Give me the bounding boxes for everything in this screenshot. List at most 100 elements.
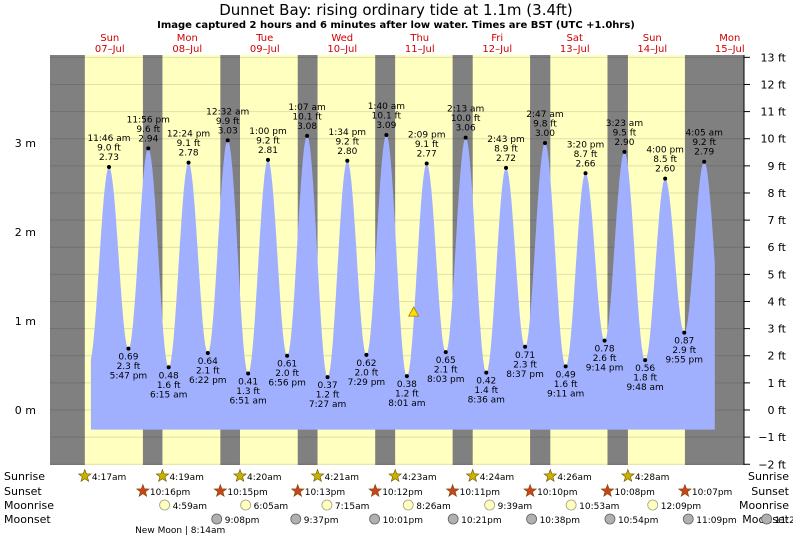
extreme-label: 0.71 (515, 351, 535, 361)
right-tick-label: 2 ft (768, 350, 787, 363)
day-date: 12–Jul (482, 44, 512, 55)
day-headers: Sun07–JulMon08–JulTue09–JulWed10–JulThu1… (95, 33, 745, 55)
extreme-label: 0.49 (556, 370, 576, 380)
extreme-label: 1:34 pm (329, 128, 367, 138)
day-date: 11–Jul (405, 44, 435, 55)
moonset-time: 11:09pm (696, 516, 736, 526)
extreme-point (563, 364, 568, 369)
extreme-label: 9.9 ft (216, 117, 240, 127)
extreme-label: 3.03 (218, 126, 238, 136)
extreme-label: 9:14 pm (586, 364, 624, 374)
moonrise-time: 10:53am (579, 502, 619, 512)
extreme-label: 3.09 (376, 121, 396, 131)
extreme-point (523, 344, 528, 349)
right-tick-label: 3 ft (768, 323, 787, 336)
right-tick-label: 1 ft (768, 377, 787, 390)
right-tick-label: 4 ft (768, 295, 787, 308)
extreme-label: 2.6 ft (593, 354, 617, 364)
extreme-label: 0.41 (238, 378, 258, 388)
left-tick-label: 2 m (15, 226, 36, 239)
extreme-label: 9:55 pm (665, 356, 703, 366)
sunrise-icon (388, 468, 403, 483)
extreme-label: 8:01 am (388, 399, 425, 409)
extreme-label: 7:29 pm (348, 378, 386, 388)
sunrise-icon (465, 468, 480, 483)
extreme-label: 2:47 am (526, 110, 563, 120)
extreme-point (404, 374, 409, 379)
extreme-label: 2.0 ft (355, 368, 379, 378)
extreme-label: 0.69 (118, 353, 138, 363)
extreme-label: 1.2 ft (395, 390, 419, 400)
day-name: Sat (567, 33, 583, 44)
day-name: Sun (643, 33, 662, 44)
extreme-label: 2.66 (575, 159, 595, 169)
extreme-label: 3.00 (535, 129, 555, 139)
day-date: 13–Jul (560, 44, 590, 55)
extreme-label: 0.61 (277, 360, 297, 370)
moonrise-time: 6:05am (254, 502, 289, 512)
sunrise-time: 4:26am (557, 473, 592, 483)
extreme-point (542, 141, 547, 145)
left-tick-label: 1 m (15, 315, 36, 328)
sunset-icon (677, 483, 692, 498)
extreme-label: 0.37 (318, 381, 338, 391)
sunrise-time: 4:17am (92, 473, 127, 483)
extreme-label: 2.81 (258, 146, 278, 156)
extreme-label: 12:32 am (206, 107, 249, 117)
sunset-time: 10:08pm (614, 488, 654, 498)
extreme-point (622, 149, 627, 154)
extreme-label: 1:07 am (288, 103, 325, 113)
row-label-left: Sunset (4, 485, 42, 498)
extreme-label: 9.5 ft (613, 128, 637, 138)
left-tick-label: 0 m (15, 404, 36, 417)
extreme-label: 0.42 (476, 377, 496, 387)
chart-title: Dunnet Bay: rising ordinary tide at 1.1m… (219, 1, 573, 19)
extreme-label: 2.94 (138, 134, 158, 144)
moonset-icon (211, 513, 223, 525)
row-label-left: Moonset (4, 513, 51, 526)
moonset-icon (682, 513, 694, 525)
row-label-right: Sunset (751, 485, 789, 498)
extreme-label: 2:43 pm (487, 135, 525, 145)
extreme-label: 2.1 ft (434, 366, 458, 376)
extreme-label: 2.9 ft (672, 346, 696, 356)
moonrise-icon (565, 499, 577, 511)
extreme-label: 1.6 ft (157, 381, 181, 391)
extreme-point (146, 146, 151, 151)
extreme-label: 9:48 am (626, 383, 663, 393)
extreme-label: 0.62 (356, 359, 376, 369)
extreme-point (504, 165, 509, 170)
right-tick-label: 12 ft (761, 78, 787, 91)
extreme-label: 0.38 (397, 380, 417, 390)
extreme-label: 9.6 ft (136, 125, 160, 135)
moonset-time: 10:54pm (618, 516, 658, 526)
right-tick-label: 0 ft (768, 404, 787, 417)
sunset-time: 10:07pm (692, 488, 732, 498)
moonrise-icon (159, 499, 170, 511)
extreme-label: 8:03 pm (427, 375, 465, 385)
extreme-point (702, 159, 707, 164)
sunset-icon (213, 483, 228, 498)
extreme-label: 2.0 ft (275, 369, 299, 379)
day-name: Mon (719, 33, 740, 44)
extreme-label: 2.73 (99, 153, 119, 163)
extreme-point (225, 138, 230, 143)
moon-phase-label: New Moon | 8:14am (135, 526, 225, 536)
sunset-icon (290, 483, 305, 498)
extreme-label: 2.3 ft (513, 360, 537, 370)
sunrise-icon (77, 468, 92, 483)
sunset-time: 10:10pm (537, 488, 577, 498)
extreme-label: 2:09 pm (408, 130, 446, 140)
extreme-label: 9.0 ft (97, 144, 121, 154)
right-tick-label: 13 ft (761, 51, 787, 64)
extreme-label: 9:11 am (547, 389, 584, 399)
tide-area (90, 135, 715, 430)
extreme-label: 2.79 (694, 148, 714, 158)
sunset-time: 10:11pm (460, 488, 500, 498)
axes: 0 m 1 m 2 m 3 m −2 ft −1 ft 0 ft 1 ft 2 ft 3 ft 4 … (15, 51, 787, 471)
row-label-left: Moonrise (4, 499, 54, 512)
extreme-point (643, 358, 648, 363)
extreme-point (325, 375, 330, 380)
extreme-label: 0.64 (198, 357, 218, 367)
sunrise-icon (543, 468, 558, 483)
